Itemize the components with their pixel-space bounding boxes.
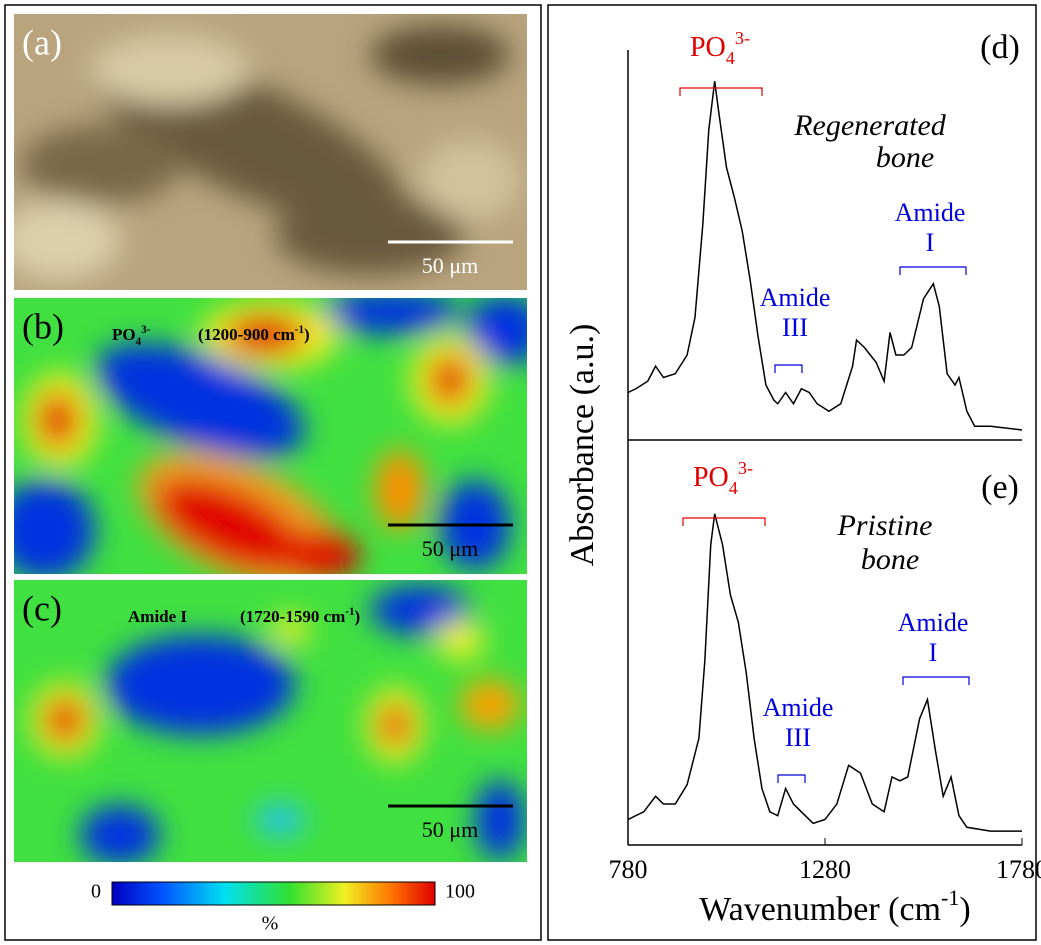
band-label: I [926, 228, 935, 257]
map-range: (1720-1590 cm-1) [240, 606, 360, 626]
band-label: Amide [760, 283, 831, 312]
band-label: Amide [895, 198, 966, 227]
map-title-part: PO [112, 325, 136, 344]
band-bracket [680, 88, 762, 96]
scale-bar-label: 50 μm [422, 253, 478, 278]
x-axis-label-part: ) [959, 891, 970, 928]
y-axis-label: Absorbance (a.u.) [564, 324, 601, 567]
x-axis-label-part: Wavenumber (cm [699, 891, 941, 928]
panel-label: (c) [22, 588, 62, 628]
optical-image [0, 14, 527, 290]
panel-label: (d) [980, 29, 1020, 66]
map-range: (1200-900 cm-1) [198, 324, 310, 344]
colorbar-unit: % [262, 913, 279, 935]
band-label-part: 4 [726, 48, 735, 68]
map-range-part: -1 [345, 606, 354, 618]
panel-label: (a) [22, 22, 62, 62]
map-range-part: -1 [295, 324, 304, 336]
band-label: Amide [898, 608, 969, 637]
band-bracket [683, 518, 765, 526]
band-label-part: PO [693, 462, 729, 493]
band-bracket [778, 775, 805, 783]
map-title-part: 4 [136, 336, 142, 348]
colorbar-max: 100 [445, 881, 475, 903]
band-label-part: PO [690, 32, 726, 63]
x-axis-label: Wavenumber (cm-1) [699, 885, 971, 928]
x-tick-label: 1280 [799, 855, 851, 884]
panel-label: (e) [981, 469, 1019, 506]
band-label: Amide [763, 693, 834, 722]
band-bracket [900, 267, 966, 275]
band-label: I [929, 638, 938, 667]
x-tick-label: 1780 [996, 855, 1041, 884]
x-tick-label: 780 [609, 855, 648, 884]
map-title-part: Amide I [128, 607, 187, 626]
band-label: PO43- [690, 28, 750, 68]
band-label-part: 4 [729, 478, 738, 498]
scale-bar-label: 50 μm [422, 536, 478, 561]
sample-name: bone [876, 141, 934, 174]
sample-name: Pristine [837, 509, 933, 542]
x-axis-label-part: -1 [941, 885, 959, 910]
map-range-part: (1720-1590 cm [240, 607, 345, 626]
figure: (a)50 μm(b)50 μmPO43-(1200-900 cm-1)(c)5… [0, 0, 1041, 945]
sample-name: bone [861, 543, 919, 576]
map-title: Amide I [128, 607, 187, 626]
band-bracket [903, 677, 969, 685]
sample-name: Regenerated [793, 109, 947, 142]
map-range-part: ) [354, 607, 360, 626]
band-label-part: 3- [735, 28, 750, 48]
scale-bar-label: 50 μm [422, 817, 478, 842]
band-bracket [775, 365, 802, 373]
colorbar [112, 882, 435, 905]
map-range-part: (1200-900 cm [198, 325, 295, 344]
panel-label: (b) [22, 306, 64, 346]
band-label: PO43- [693, 458, 753, 498]
band-label: III [782, 313, 808, 342]
colorbar-min: 0 [91, 881, 101, 903]
map-range-part: ) [304, 325, 310, 344]
band-label: III [785, 723, 811, 752]
band-label-part: 3- [738, 458, 753, 478]
map-title-part: 3- [141, 324, 151, 336]
spectrum [628, 514, 1022, 831]
